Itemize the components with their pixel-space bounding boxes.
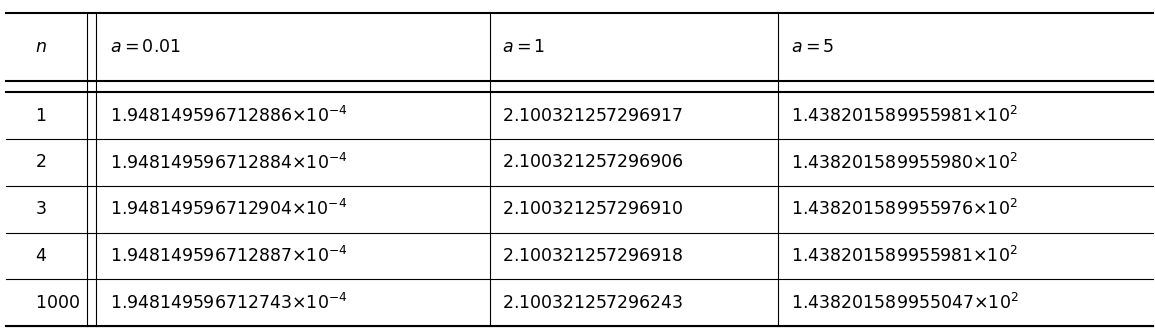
Text: $2.100321257296918$: $2.100321257296918$ <box>502 247 684 265</box>
Text: $1.438201589955980{\times}10^{2}$: $1.438201589955980{\times}10^{2}$ <box>791 153 1018 172</box>
Text: $a = 1$: $a = 1$ <box>502 38 546 56</box>
Text: $3$: $3$ <box>35 200 46 218</box>
Text: $4$: $4$ <box>35 247 46 265</box>
Text: $2$: $2$ <box>35 154 46 171</box>
Text: $a = 5$: $a = 5$ <box>791 38 835 56</box>
Text: $1.438201589955981{\times}10^{2}$: $1.438201589955981{\times}10^{2}$ <box>791 106 1018 126</box>
Text: $1.948149596712887{\times}10^{-4}$: $1.948149596712887{\times}10^{-4}$ <box>110 246 348 266</box>
Text: $1.948149596712743{\times}10^{-4}$: $1.948149596712743{\times}10^{-4}$ <box>110 293 348 312</box>
Text: $2.100321257296910$: $2.100321257296910$ <box>502 200 684 218</box>
Text: $2.100321257296243$: $2.100321257296243$ <box>502 294 684 311</box>
Text: $2.100321257296906$: $2.100321257296906$ <box>502 154 684 171</box>
Text: $1.438201589955976{\times}10^{2}$: $1.438201589955976{\times}10^{2}$ <box>791 199 1018 219</box>
Text: $1.438201589955047{\times}10^{2}$: $1.438201589955047{\times}10^{2}$ <box>791 293 1019 312</box>
Text: $1.948149596712886{\times}10^{-4}$: $1.948149596712886{\times}10^{-4}$ <box>110 106 348 126</box>
Text: $a = 0.01$: $a = 0.01$ <box>110 38 180 56</box>
Text: $n$: $n$ <box>35 38 46 56</box>
Text: $1.948149596712884{\times}10^{-4}$: $1.948149596712884{\times}10^{-4}$ <box>110 153 348 172</box>
Text: $1$: $1$ <box>35 107 46 125</box>
Text: $2.100321257296917$: $2.100321257296917$ <box>502 107 684 125</box>
Text: $1000$: $1000$ <box>35 294 80 311</box>
Text: $1.438201589955981{\times}10^{2}$: $1.438201589955981{\times}10^{2}$ <box>791 246 1018 266</box>
Text: $1.948149596712904{\times}10^{-4}$: $1.948149596712904{\times}10^{-4}$ <box>110 199 346 219</box>
